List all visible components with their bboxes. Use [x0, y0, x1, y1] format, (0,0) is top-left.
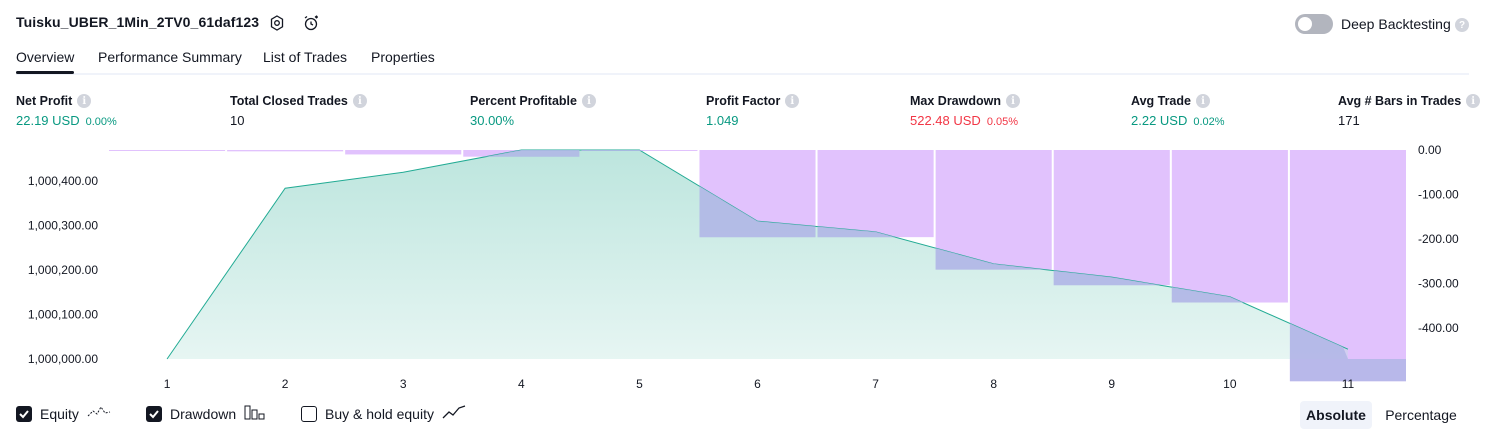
x-axis-tick-label: 3: [400, 377, 407, 391]
metric-avg-bars-value: 171: [1338, 113, 1360, 128]
x-axis-tick-label: 6: [754, 377, 761, 391]
drawdown-equity-overlap: [1171, 287, 1288, 303]
metric-profit-factor-label: Profit Factor i: [706, 94, 800, 108]
equity-drawdown-chart: 1,000,000.00 1,000,100.00 1,000,200.00 1,00…: [28, 143, 1459, 391]
buy-hold-checkbox[interactable]: [301, 405, 317, 422]
metric-total-closed-trades-value: 10: [230, 113, 245, 128]
alarm-clock-icon[interactable]: [300, 12, 322, 34]
metric-percent-profitable-label: Percent Profitable i: [470, 94, 596, 108]
right-axis-tick-label: -300.00: [1418, 276, 1459, 290]
right-axis-tick-label: -200.00: [1418, 232, 1459, 246]
right-axis-tick-label: -400.00: [1418, 321, 1459, 335]
metric-avg-trade-value: 2.22 USD 0.02%: [1131, 113, 1225, 128]
info-icon[interactable]: i: [352, 94, 367, 108]
tab-performance-summary[interactable]: Performance Summary: [98, 49, 242, 65]
left-axis-tick-label: 1,000,000.00: [28, 352, 98, 366]
left-axis-tick-label: 1,000,400.00: [28, 174, 98, 188]
x-axis-tick-label: 5: [636, 377, 643, 391]
drawdown-bar: [1171, 150, 1288, 303]
left-axis-tick-label: 1,000,300.00: [28, 219, 98, 233]
tab-overview[interactable]: Overview: [16, 49, 75, 65]
drawdown-bar: [817, 150, 934, 238]
drawdown-equity-overlap: [699, 186, 816, 238]
info-icon[interactable]: i: [77, 94, 92, 108]
legend-drawdown-label: Drawdown: [170, 405, 237, 422]
drawdown-equity-overlap: [935, 248, 1052, 270]
info-icon[interactable]: i: [1006, 94, 1020, 108]
drawdown-bar: [109, 150, 226, 151]
x-axis-tick-label: 4: [518, 377, 525, 391]
metric-max-drawdown-value: 522.48 USD 0.05%: [910, 113, 1019, 128]
x-axis-tick-label: 10: [1223, 377, 1237, 391]
tab-list-of-trades[interactable]: List of Trades: [263, 49, 348, 65]
deep-backtesting-label: Deep Backtesting: [1341, 16, 1451, 32]
drawdown-equity-overlap: [581, 150, 698, 151]
drawdown-equity-overlap: [817, 226, 934, 238]
absolute-toggle[interactable]: Absolute: [1300, 401, 1372, 429]
metric-net-profit-value: 22.19 USD 0.00%: [16, 113, 117, 128]
info-icon[interactable]: i: [581, 94, 596, 108]
settings-icon[interactable]: [266, 12, 288, 34]
metric-total-closed-trades-label: Total Closed Trades i: [230, 94, 367, 108]
metric-avg-trade-label: Avg Trade i: [1131, 94, 1210, 108]
strategy-title: Tuisku_UBER_1Min_2TV0_61daf123: [16, 14, 260, 30]
x-axis-tick-label: 11: [1342, 377, 1355, 391]
left-axis-tick-label: 1,000,200.00: [28, 263, 98, 277]
drawdown-bar: [345, 150, 462, 155]
legend-equity[interactable]: Equity: [16, 404, 111, 423]
info-icon[interactable]: i: [1195, 94, 1210, 108]
right-axis-tick-label: 0.00: [1418, 143, 1442, 157]
equity-checkbox[interactable]: [16, 405, 32, 422]
metric-profit-factor-value: 1.049: [706, 113, 739, 128]
left-axis-tick-label: 1,000,100.00: [28, 308, 98, 322]
info-icon[interactable]: i: [785, 94, 800, 108]
legend-buy-hold[interactable]: Buy & hold equity: [301, 404, 466, 423]
tabs-divider: [16, 73, 1469, 75]
x-axis-tick-label: 1: [164, 377, 171, 391]
x-axis-tick-label: 8: [990, 377, 997, 391]
x-axis-tick-label: 7: [872, 377, 879, 391]
deep-backtesting-toggle[interactable]: [1295, 14, 1333, 34]
legend-equity-label: Equity: [40, 405, 79, 422]
help-icon[interactable]: ?: [1455, 18, 1469, 32]
active-tab-indicator: [16, 71, 74, 74]
drawdown-equity-overlap: [463, 150, 580, 157]
metric-avg-bars-label: Avg # Bars in Trades i: [1338, 94, 1481, 108]
metric-net-profit-label: Net Profit i: [16, 94, 92, 108]
drawdown-bar: [1053, 150, 1170, 286]
x-axis-tick-label: 9: [1108, 377, 1115, 391]
equity-area: [167, 150, 1348, 359]
drawdown-equity-overlap: [1053, 270, 1170, 286]
legend-drawdown[interactable]: Drawdown: [146, 404, 266, 423]
x-axis-tick-label: 2: [282, 377, 289, 391]
drawdown-equity-overlap: [1289, 323, 1406, 382]
drawdown-bar: [227, 150, 344, 152]
info-icon[interactable]: i: [1466, 94, 1481, 108]
buy-hold-line-icon: [442, 404, 466, 423]
equity-line-icon: [87, 404, 111, 423]
drawdown-bar: [935, 150, 1052, 270]
legend-buy-hold-label: Buy & hold equity: [325, 405, 434, 422]
drawdown-checkbox[interactable]: [146, 405, 162, 422]
metric-max-drawdown-label: Max Drawdown i: [910, 94, 1020, 108]
drawdown-bars-icon: [244, 404, 266, 423]
right-axis-tick-label: -100.00: [1418, 187, 1459, 201]
metric-percent-profitable-value: 30.00%: [470, 113, 515, 128]
percentage-toggle[interactable]: Percentage: [1385, 407, 1457, 423]
toggle-knob: [1298, 17, 1312, 31]
tab-properties[interactable]: Properties: [371, 49, 435, 65]
